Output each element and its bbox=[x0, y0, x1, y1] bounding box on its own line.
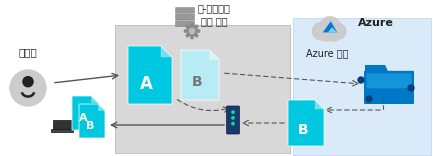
Text: A: A bbox=[140, 75, 153, 93]
Circle shape bbox=[195, 34, 198, 37]
Circle shape bbox=[187, 26, 197, 36]
Circle shape bbox=[320, 27, 333, 41]
Circle shape bbox=[10, 70, 46, 106]
Circle shape bbox=[191, 23, 193, 26]
Circle shape bbox=[197, 30, 200, 32]
Polygon shape bbox=[315, 100, 324, 109]
Circle shape bbox=[327, 27, 340, 41]
FancyBboxPatch shape bbox=[364, 71, 414, 104]
Text: Azure: Azure bbox=[358, 18, 394, 28]
FancyBboxPatch shape bbox=[51, 129, 73, 132]
FancyBboxPatch shape bbox=[293, 18, 431, 155]
FancyBboxPatch shape bbox=[175, 21, 194, 27]
Text: 사용자: 사용자 bbox=[19, 47, 37, 57]
FancyBboxPatch shape bbox=[175, 7, 194, 13]
FancyBboxPatch shape bbox=[53, 120, 71, 129]
Text: B: B bbox=[192, 76, 202, 90]
FancyBboxPatch shape bbox=[366, 73, 411, 88]
Circle shape bbox=[358, 77, 364, 83]
Polygon shape bbox=[91, 96, 98, 102]
FancyBboxPatch shape bbox=[175, 14, 194, 20]
Circle shape bbox=[232, 122, 234, 125]
Polygon shape bbox=[323, 21, 337, 32]
Circle shape bbox=[232, 117, 234, 119]
Polygon shape bbox=[288, 100, 324, 146]
Circle shape bbox=[330, 23, 346, 39]
Polygon shape bbox=[128, 46, 172, 104]
Text: Azure 파일: Azure 파일 bbox=[306, 48, 349, 58]
Text: B: B bbox=[86, 121, 94, 131]
Polygon shape bbox=[328, 27, 337, 32]
Text: 온-프레미스
파일 공유: 온-프레미스 파일 공유 bbox=[197, 3, 230, 26]
Polygon shape bbox=[79, 104, 105, 138]
Circle shape bbox=[408, 85, 414, 91]
Circle shape bbox=[23, 77, 33, 87]
Circle shape bbox=[366, 96, 372, 102]
Circle shape bbox=[319, 17, 341, 39]
Polygon shape bbox=[72, 96, 98, 130]
Text: B: B bbox=[298, 123, 308, 137]
Text: A: A bbox=[79, 113, 87, 123]
Circle shape bbox=[184, 30, 187, 32]
Polygon shape bbox=[210, 50, 219, 59]
Circle shape bbox=[195, 25, 198, 28]
Circle shape bbox=[186, 25, 189, 28]
Circle shape bbox=[186, 34, 189, 37]
Polygon shape bbox=[365, 65, 388, 72]
Circle shape bbox=[189, 28, 195, 34]
FancyBboxPatch shape bbox=[226, 106, 239, 134]
Circle shape bbox=[232, 111, 234, 113]
Polygon shape bbox=[161, 46, 172, 57]
FancyBboxPatch shape bbox=[115, 25, 290, 153]
Circle shape bbox=[191, 36, 193, 39]
Circle shape bbox=[312, 23, 330, 40]
Polygon shape bbox=[98, 104, 105, 110]
Polygon shape bbox=[181, 50, 219, 100]
